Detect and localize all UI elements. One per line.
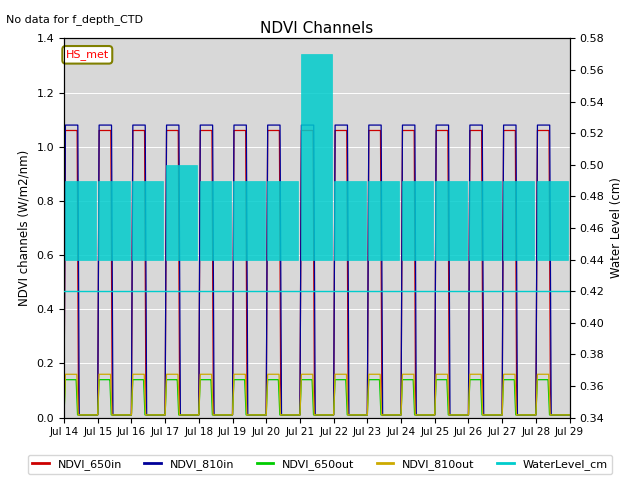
NDVI_650out xyxy=(566,412,573,418)
NDVI_810out xyxy=(387,412,394,418)
Text: No data for f_depth_CTD: No data for f_depth_CTD xyxy=(6,14,143,25)
Bar xyxy=(402,180,433,260)
Y-axis label: Water Level (cm): Water Level (cm) xyxy=(610,178,623,278)
NDVI_650out xyxy=(168,377,176,383)
Line: NDVI_650out: NDVI_650out xyxy=(64,380,570,415)
NDVI_810out xyxy=(163,372,171,377)
Bar xyxy=(200,180,231,260)
NDVI_810out xyxy=(566,412,573,418)
NDVI_650in xyxy=(387,412,394,418)
NDVI_810out xyxy=(61,372,69,377)
NDVI_810in xyxy=(566,412,573,418)
NDVI_650out xyxy=(564,412,572,418)
NDVI_650in xyxy=(564,412,572,418)
NDVI_650out xyxy=(60,412,68,418)
Bar xyxy=(99,180,130,260)
NDVI_810in xyxy=(60,412,68,418)
Line: NDVI_650in: NDVI_650in xyxy=(64,131,570,415)
Bar xyxy=(65,180,96,260)
Bar xyxy=(435,180,467,260)
NDVI_650in xyxy=(566,412,573,418)
Bar xyxy=(267,180,298,260)
NDVI_650in xyxy=(168,128,176,133)
Bar xyxy=(233,180,264,260)
Title: NDVI Channels: NDVI Channels xyxy=(260,21,373,36)
NDVI_810in xyxy=(458,412,466,418)
NDVI_650in xyxy=(250,412,257,418)
NDVI_810in xyxy=(61,122,69,128)
NDVI_650in xyxy=(163,128,171,133)
Bar xyxy=(536,180,568,260)
NDVI_810in xyxy=(163,122,171,128)
NDVI_810out xyxy=(458,412,466,418)
Bar xyxy=(132,180,163,260)
NDVI_650in xyxy=(61,128,69,133)
Bar xyxy=(469,180,500,260)
Y-axis label: NDVI channels (W/m2/nm): NDVI channels (W/m2/nm) xyxy=(18,150,31,306)
NDVI_810out xyxy=(250,412,257,418)
Line: NDVI_810in: NDVI_810in xyxy=(64,125,570,415)
Bar xyxy=(368,180,399,260)
NDVI_810in xyxy=(564,412,572,418)
NDVI_810out xyxy=(60,412,68,418)
NDVI_650out xyxy=(250,412,257,418)
Line: NDVI_810out: NDVI_810out xyxy=(64,374,570,415)
NDVI_810in xyxy=(387,412,394,418)
Bar xyxy=(334,180,365,260)
NDVI_810out xyxy=(564,412,572,418)
NDVI_650out xyxy=(163,377,171,383)
NDVI_810in xyxy=(250,412,257,418)
NDVI_650in xyxy=(60,412,68,418)
Bar xyxy=(166,165,197,260)
NDVI_650out xyxy=(458,412,466,418)
NDVI_650out xyxy=(61,377,69,383)
Bar xyxy=(301,54,332,260)
NDVI_810out xyxy=(168,372,176,377)
NDVI_650in xyxy=(458,412,466,418)
Bar xyxy=(503,180,534,260)
NDVI_810in xyxy=(168,122,176,128)
NDVI_650out xyxy=(387,412,394,418)
Text: HS_met: HS_met xyxy=(66,49,109,60)
Legend: NDVI_650in, NDVI_810in, NDVI_650out, NDVI_810out, WaterLevel_cm: NDVI_650in, NDVI_810in, NDVI_650out, NDV… xyxy=(28,455,612,474)
